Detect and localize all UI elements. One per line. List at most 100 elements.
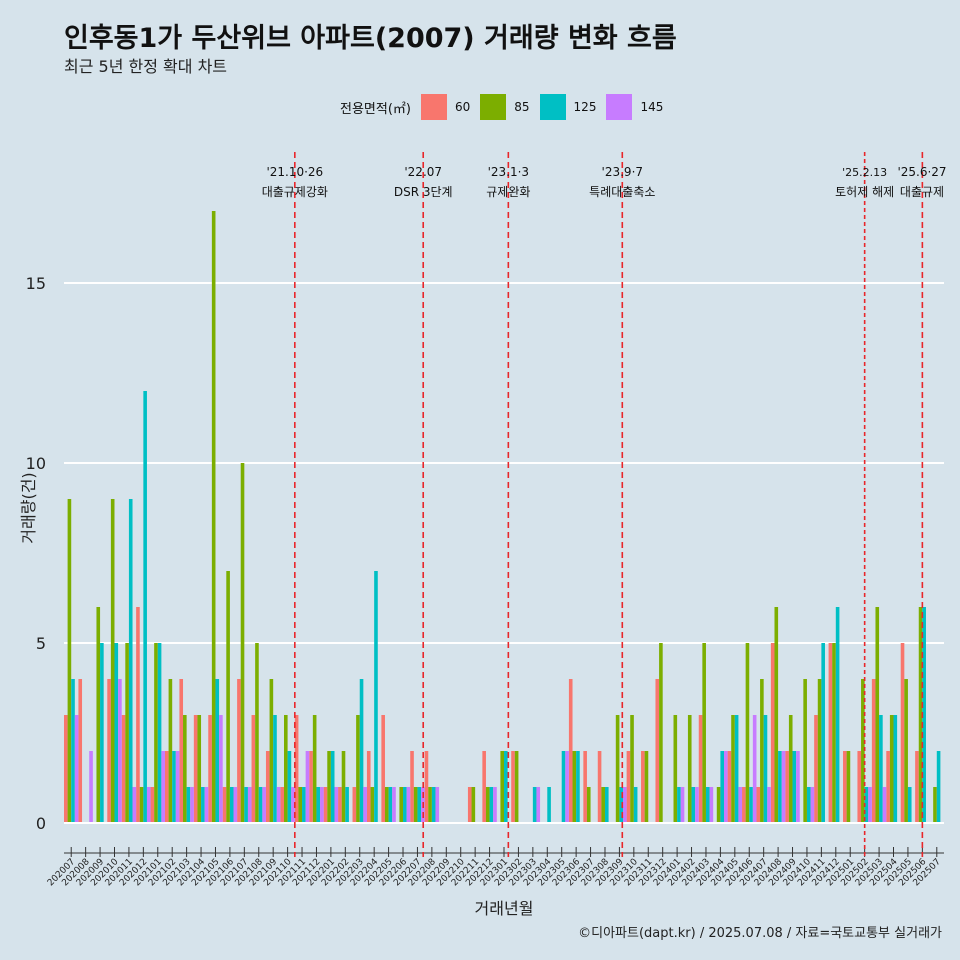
bar-125 — [619, 787, 624, 823]
bar-125 — [691, 787, 696, 823]
legend: 전용면적(㎡) 60 85 125 145 — [340, 94, 673, 120]
event-label: 규제완화 — [486, 185, 530, 199]
bar-145 — [320, 787, 324, 823]
bar-85 — [760, 679, 764, 823]
bar-60 — [323, 787, 328, 823]
bar-60 — [294, 715, 299, 823]
bar-125 — [100, 643, 104, 823]
bar-125 — [879, 715, 883, 823]
event-label: 대출규제강화 — [262, 185, 328, 199]
bar-85 — [630, 715, 634, 823]
bar-125 — [893, 715, 898, 823]
bar-145 — [493, 787, 497, 823]
bar-125 — [633, 787, 638, 823]
bar-85 — [399, 787, 404, 823]
bar-145 — [204, 787, 209, 823]
bar-125 — [576, 751, 580, 823]
bar-60 — [742, 787, 746, 823]
bar-145 — [796, 751, 800, 823]
event-label: DSR 3단계 — [394, 185, 453, 199]
bar-85 — [817, 679, 822, 823]
y-tick-label: 10 — [26, 454, 46, 473]
bar-85 — [788, 715, 793, 823]
bar-145 — [781, 751, 786, 823]
bar-85 — [356, 715, 360, 823]
bar-85 — [601, 787, 605, 823]
bar-85 — [731, 715, 735, 823]
bar-85 — [384, 787, 389, 823]
bar-85 — [774, 607, 779, 823]
event-label: 특례대출축소 — [589, 185, 655, 199]
event-label: 대출규제 — [900, 185, 944, 199]
bar-60 — [265, 751, 270, 823]
bar-125 — [489, 787, 494, 823]
bar-125 — [114, 643, 119, 823]
legend-swatch-125 — [539, 94, 566, 120]
bar-145 — [175, 751, 180, 823]
bar-145 — [536, 787, 541, 823]
bar-145 — [868, 787, 872, 823]
bar-85 — [586, 787, 591, 823]
bar-125 — [749, 787, 753, 823]
event-date: '21.10·26 — [266, 165, 323, 179]
bar-85 — [875, 607, 880, 823]
legend-swatch-85 — [480, 94, 507, 120]
bar-60 — [857, 751, 862, 823]
bar-125 — [547, 787, 551, 823]
legend-swatch-60 — [420, 94, 447, 120]
bar-85 — [269, 679, 274, 823]
bar-85 — [832, 643, 836, 823]
bar-60 — [597, 751, 602, 823]
bar-60 — [756, 787, 761, 823]
bar-125 — [806, 787, 811, 823]
bar-125 — [388, 787, 393, 823]
y-tick-label: 0 — [36, 814, 46, 833]
source-caption: ©디아파트(dapt.kr) / 2025.07.08 / 자료=국토교통부 실… — [578, 926, 942, 941]
bar-60 — [121, 715, 126, 823]
bar-85 — [904, 679, 908, 823]
bar-60 — [641, 751, 645, 823]
bar-85 — [370, 787, 375, 823]
bar-85 — [139, 787, 144, 823]
bar-125 — [778, 751, 782, 823]
bar-145 — [219, 715, 223, 823]
bar-60 — [352, 787, 357, 823]
bar-145 — [247, 787, 252, 823]
bar-60 — [655, 679, 660, 823]
legend-item-125: 125 — [539, 94, 596, 120]
bar-60 — [626, 751, 631, 823]
bar-125 — [229, 787, 234, 823]
bar-125 — [532, 787, 537, 823]
bar-125 — [287, 751, 292, 823]
bar-145 — [276, 787, 281, 823]
bar-125 — [561, 751, 566, 823]
bar-145 — [810, 787, 815, 823]
bar-125 — [835, 607, 840, 823]
event-date: '25.6·27 — [897, 165, 946, 179]
bar-85 — [615, 715, 620, 823]
bar-85 — [312, 715, 317, 823]
bar-85 — [428, 787, 432, 823]
bar-145 — [680, 787, 685, 823]
bar-60 — [467, 787, 472, 823]
bar-145 — [767, 787, 771, 823]
bar-85 — [745, 643, 750, 823]
bar-60 — [814, 715, 818, 823]
bar-125 — [864, 787, 869, 823]
bar-60 — [366, 751, 371, 823]
event-date: '23.9·7 — [602, 165, 643, 179]
bar-85 — [471, 787, 476, 823]
bar-60 — [179, 679, 184, 823]
event-label: 토허제 해제 — [835, 185, 894, 199]
bar-125 — [186, 787, 191, 823]
bar-85 — [659, 643, 663, 823]
bar-60 — [338, 787, 342, 823]
bar-60 — [568, 679, 573, 823]
bar-85 — [341, 751, 346, 823]
y-tick-label: 5 — [36, 634, 46, 653]
bar-85 — [644, 751, 649, 823]
bar-60 — [251, 715, 256, 823]
y-axis-title: 거래량(건) — [19, 472, 38, 543]
bar-85 — [933, 787, 937, 823]
